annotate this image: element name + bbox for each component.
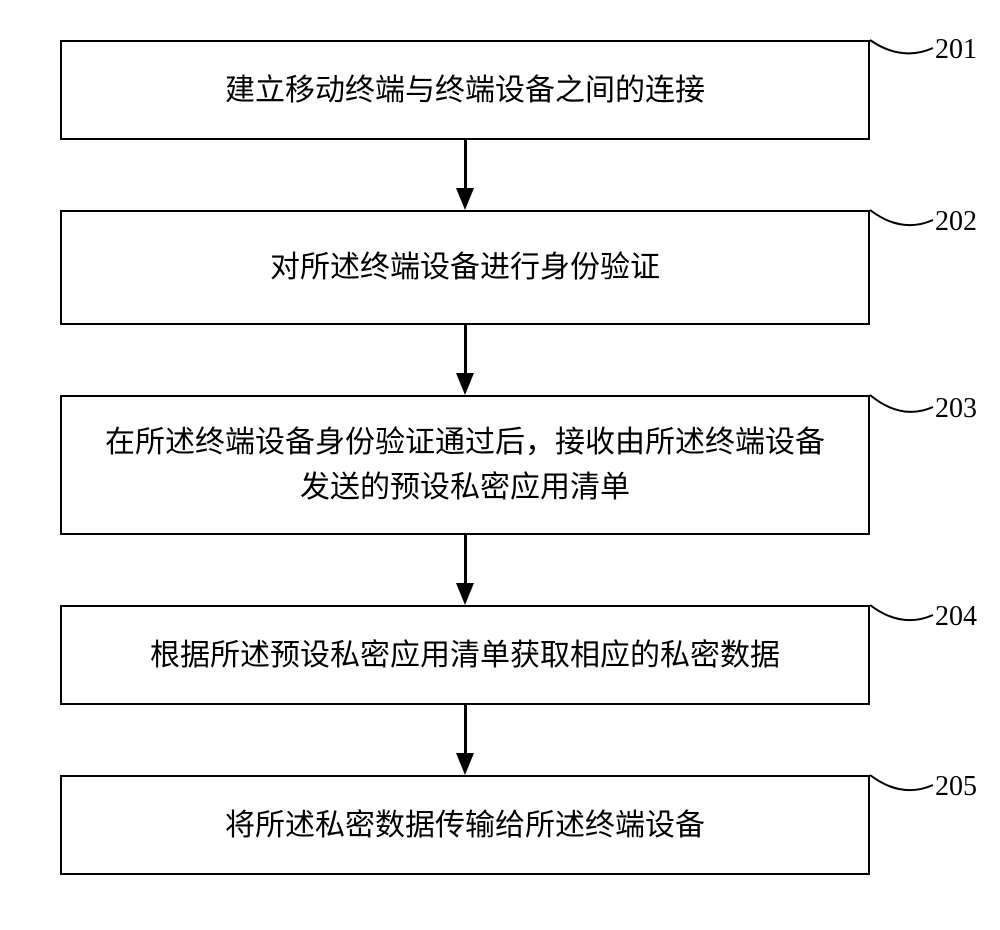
step-text: 在所述终端设备身份验证通过后，接收由所述终端设备发送的预设私密应用清单 <box>92 420 838 510</box>
arrow-4 <box>464 705 467 753</box>
step-text: 对所述终端设备进行身份验证 <box>92 245 838 290</box>
leader-line <box>866 206 939 248</box>
leader-line <box>866 601 939 643</box>
flowchart-step-1: 建立移动终端与终端设备之间的连接 <box>60 40 870 140</box>
step-label-4: 204 <box>935 601 977 633</box>
arrow-head-icon <box>456 373 474 395</box>
step-label-2: 202 <box>935 206 977 238</box>
step-label-5: 205 <box>935 771 977 803</box>
flowchart-step-3: 在所述终端设备身份验证通过后，接收由所述终端设备发送的预设私密应用清单 <box>60 395 870 535</box>
flowchart-step-4: 根据所述预设私密应用清单获取相应的私密数据 <box>60 605 870 705</box>
flowchart-step-2: 对所述终端设备进行身份验证 <box>60 210 870 325</box>
leader-line <box>866 391 939 433</box>
arrow-head-icon <box>456 188 474 210</box>
step-text: 建立移动终端与终端设备之间的连接 <box>92 68 838 113</box>
arrow-1 <box>464 140 467 188</box>
leader-line <box>866 36 939 78</box>
step-text: 将所述私密数据传输给所述终端设备 <box>92 803 838 848</box>
arrow-2 <box>464 325 467 373</box>
flowchart-step-5: 将所述私密数据传输给所述终端设备 <box>60 775 870 875</box>
arrow-3 <box>464 535 467 583</box>
flowchart-canvas: 建立移动终端与终端设备之间的连接 201 对所述终端设备进行身份验证 202 在所述终端… <box>0 0 1000 930</box>
arrow-head-icon <box>456 753 474 775</box>
leader-line <box>866 771 939 813</box>
step-label-1: 201 <box>935 34 977 66</box>
arrow-head-icon <box>456 583 474 605</box>
step-text: 根据所述预设私密应用清单获取相应的私密数据 <box>92 633 838 678</box>
step-label-3: 203 <box>935 393 977 425</box>
